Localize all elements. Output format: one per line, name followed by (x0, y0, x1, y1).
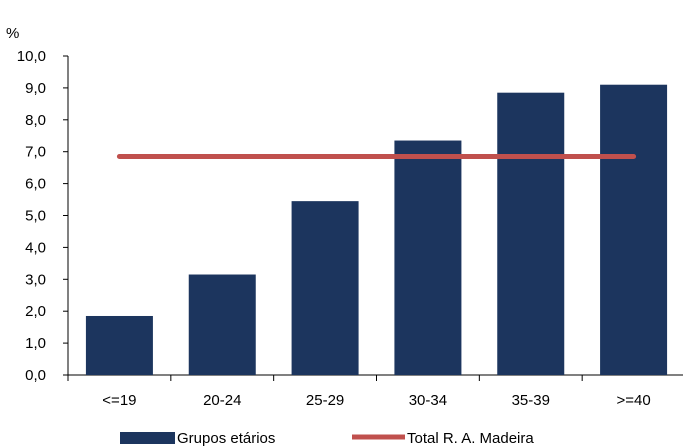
x-axis: <=19 20-24 25-29 30-34 35-39 >=40 (67, 374, 683, 409)
bar (600, 84, 668, 376)
y-tick-label: 1,0 (25, 335, 46, 352)
y-tick-label: 7,0 (25, 144, 46, 161)
x-tick-label: >=40 (616, 392, 650, 409)
y-tick-label: 2,0 (25, 303, 46, 320)
bar (85, 315, 153, 375)
bar-series (85, 84, 668, 376)
y-axis: 0,0 1,0 2,0 3,0 4,0 5,0 6,0 7,0 8,0 9,0 10,0 (17, 48, 69, 384)
y-tick-label: 0,0 (25, 367, 46, 384)
bar (291, 201, 359, 375)
legend-label-bar: Grupos etários (177, 430, 275, 447)
y-axis-unit-label: % (6, 25, 19, 42)
y-tick-label: 9,0 (25, 80, 46, 97)
x-tick-label: 30-34 (409, 392, 447, 409)
legend-swatch-bar (120, 432, 175, 444)
bar (394, 140, 462, 375)
y-tick-label: 5,0 (25, 208, 46, 225)
x-tick-label: 25-29 (306, 392, 344, 409)
x-tick-label: 20-24 (203, 392, 241, 409)
y-tick-label: 4,0 (25, 239, 46, 256)
y-tick-label: 6,0 (25, 176, 46, 193)
legend: Grupos etários Total R. A. Madeira (120, 430, 534, 447)
bar (188, 274, 256, 375)
x-tick-label: <=19 (102, 392, 136, 409)
bar (497, 92, 565, 375)
y-tick-label: 8,0 (25, 112, 46, 129)
y-tick-label: 3,0 (25, 271, 46, 288)
x-tick-label: 35-39 (512, 392, 550, 409)
legend-label-line: Total R. A. Madeira (407, 430, 534, 447)
y-tick-label: 10,0 (17, 48, 46, 65)
